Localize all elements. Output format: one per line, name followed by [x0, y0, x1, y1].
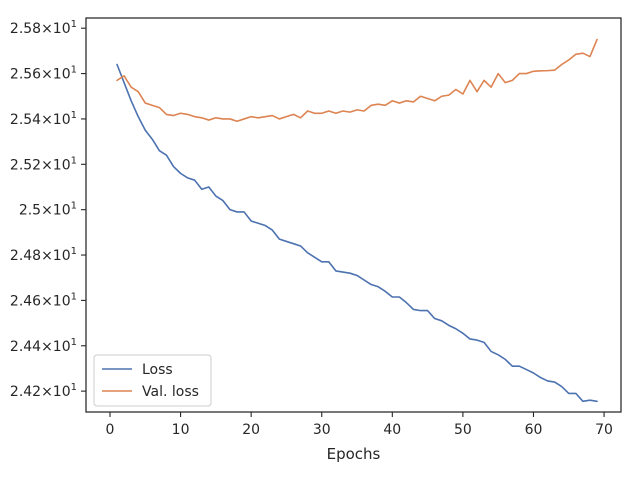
legend-label: Loss: [142, 362, 173, 378]
x-tick-label: 30: [313, 422, 331, 438]
legend-box: [93, 354, 212, 407]
legend-label: Val. loss: [142, 384, 199, 400]
y-axis: 2.42×101 2.44×101 2.46×101 2.48×101 2.5×101 2…: [10, 19, 86, 400]
legend: Loss Val. loss: [93, 354, 212, 407]
x-tick-label: 10: [172, 422, 190, 438]
series-line-1: [116, 63, 598, 403]
y-tick-label: 2.42×101: [10, 382, 77, 400]
x-tick-label: 0: [106, 422, 115, 438]
y-tick-label: 2.46×101: [10, 291, 77, 309]
y-tick-label: 2.44×101: [10, 337, 77, 355]
x-tick-label: 40: [383, 422, 401, 438]
x-tick-label: 60: [525, 422, 543, 438]
plot-frame: [85, 17, 622, 413]
y-tick-label: 2.52×101: [10, 155, 77, 173]
x-tick-label: 20: [242, 422, 260, 438]
series-layer: [116, 38, 598, 403]
x-axis-label: Epochs: [327, 445, 381, 463]
x-tick-label: 70: [595, 422, 613, 438]
y-tick-label: 2.48×101: [10, 246, 77, 264]
series-line-2: [116, 38, 598, 123]
y-tick-label: 2.56×101: [10, 65, 77, 83]
x-axis: 0 10 20 30 40 50 60 70: [106, 412, 613, 438]
x-tick-label: 50: [454, 422, 472, 438]
y-tick-label: 2.5×101: [19, 201, 77, 219]
y-tick-label: 2.58×101: [10, 19, 77, 37]
y-tick-label: 2.54×101: [10, 110, 77, 128]
